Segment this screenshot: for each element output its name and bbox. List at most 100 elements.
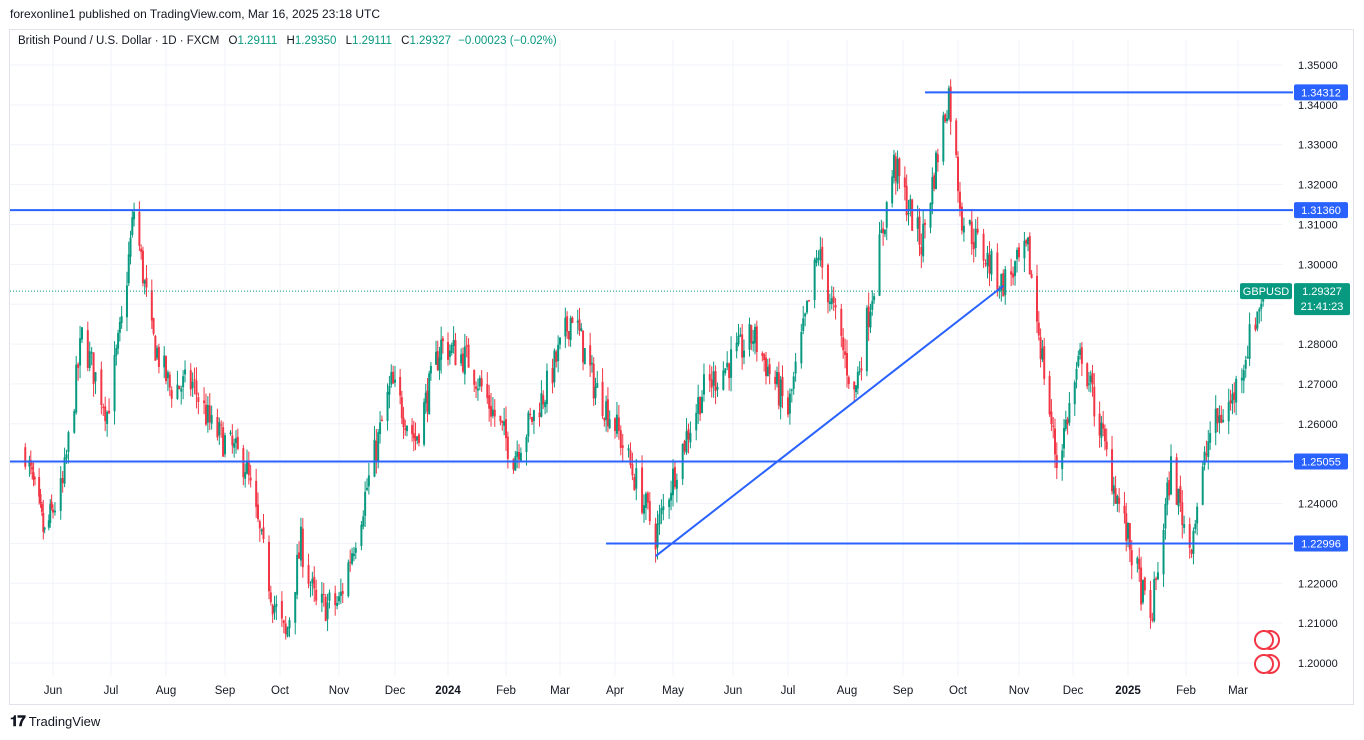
candle-body: [531, 416, 534, 422]
candle-body: [1138, 559, 1141, 570]
candle-body: [284, 623, 287, 635]
candle-body: [606, 399, 609, 427]
candle-body: [1102, 423, 1105, 429]
time-tick-label: Nov: [329, 685, 350, 697]
candle-body: [380, 419, 383, 422]
candle-body: [336, 602, 339, 606]
candle-body: [828, 301, 831, 304]
candle-body: [697, 397, 700, 414]
candle-body: [1023, 240, 1026, 259]
price-tick-label: 1.24000: [1298, 499, 1338, 511]
candle-body: [313, 576, 316, 589]
candle-body: [242, 448, 245, 478]
candle-body: [716, 386, 719, 390]
candlestick-series: [24, 79, 1265, 640]
candle-body: [1190, 549, 1193, 554]
candle-body: [258, 521, 261, 529]
candle-body: [658, 514, 661, 525]
candle-body: [133, 211, 136, 220]
publish-line: forexonline1 published on TradingView.co…: [10, 7, 381, 21]
candle-body: [1175, 457, 1178, 505]
candle-body: [1089, 375, 1092, 383]
candle-body: [1207, 441, 1210, 457]
candle-body: [59, 478, 62, 511]
candle-body: [990, 250, 993, 275]
candle-body: [670, 492, 673, 501]
candle-body: [448, 350, 451, 357]
candle-body: [414, 436, 417, 442]
candle-body: [354, 548, 357, 553]
candle-body: [182, 376, 185, 388]
candle-body: [296, 554, 299, 595]
candle-body: [32, 472, 35, 480]
candle-body: [1068, 403, 1071, 423]
candle-body: [1098, 413, 1101, 436]
candle-body: [911, 199, 914, 231]
candle-body: [1061, 450, 1064, 470]
candle-body: [1014, 261, 1017, 276]
candle-body: [892, 154, 895, 178]
candle-body: [621, 445, 624, 448]
price-tick-label: 1.33000: [1298, 140, 1338, 152]
price-tick-label: 1.30000: [1298, 259, 1338, 271]
legend-symbol[interactable]: British Pound / U.S. Dollar · 1D · FXCM: [18, 35, 220, 47]
price-tick-label: 1.32000: [1298, 180, 1338, 192]
candle-body: [152, 318, 155, 334]
candle-body: [108, 410, 111, 414]
candle-body: [557, 344, 560, 361]
candle-body: [24, 447, 27, 467]
candle-body: [1116, 496, 1119, 504]
candle-body: [583, 348, 586, 365]
candle-body: [1112, 485, 1115, 494]
candle-body: [1227, 402, 1230, 422]
candle-body: [390, 372, 393, 385]
candle-body: [1025, 240, 1028, 244]
candle-body: [262, 527, 265, 540]
candle-body: [426, 390, 429, 412]
price-tick-label: 1.21000: [1298, 618, 1338, 630]
candle-body: [619, 430, 622, 449]
candle-body: [813, 259, 816, 301]
candle-body: [411, 425, 414, 435]
chart-legend: British Pound / U.S. Dollar · 1D · FXCM …: [18, 35, 557, 47]
candle-body: [412, 433, 415, 439]
candle-body: [436, 351, 439, 370]
candle-body: [150, 290, 153, 321]
candle-body: [1203, 451, 1206, 466]
candle-body: [790, 389, 793, 391]
candle-body: [774, 376, 777, 384]
time-tick-label: Feb: [496, 685, 516, 697]
candle-body: [710, 379, 713, 388]
candle-body: [197, 397, 200, 402]
candle-body: [702, 374, 705, 395]
candle-body: [1054, 428, 1056, 455]
candle-body: [399, 376, 402, 396]
candle-body: [1041, 348, 1044, 360]
candle-body: [905, 185, 908, 216]
candle-body: [806, 300, 809, 313]
candle-body: [463, 346, 466, 375]
candle-body: [787, 397, 789, 415]
candle-body: [1179, 486, 1182, 503]
candle-body: [373, 439, 376, 477]
candle-body: [129, 237, 132, 257]
candle-body: [1218, 415, 1221, 423]
candle-body: [844, 351, 847, 355]
candle-body: [648, 501, 651, 522]
candle-body: [1177, 488, 1180, 507]
candle-body: [1128, 523, 1131, 550]
candle-body: [708, 374, 711, 381]
candle-body: [447, 342, 449, 360]
candle-body: [247, 462, 250, 476]
candle-body: [1043, 346, 1046, 379]
candle-body: [282, 620, 285, 624]
time-tick-label: Jun: [44, 685, 63, 697]
candle-body: [743, 350, 745, 358]
candle-body: [589, 345, 592, 366]
candle-body: [766, 366, 769, 377]
candle-body: [518, 452, 521, 460]
candle-body: [50, 501, 53, 509]
footer[interactable]: 𝟏𝟕 TradingView: [10, 713, 100, 730]
candle-body: [1156, 572, 1159, 580]
